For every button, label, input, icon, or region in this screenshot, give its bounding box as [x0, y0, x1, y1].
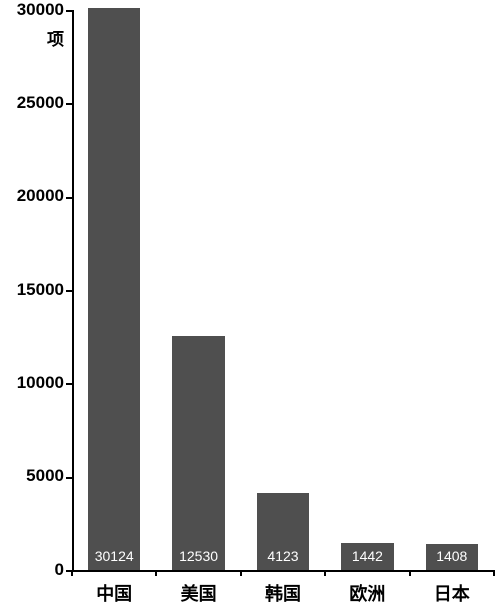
- x-tick: [324, 570, 326, 576]
- x-axis-label: 日本: [410, 580, 494, 606]
- y-tick-label: 25000: [17, 93, 64, 113]
- x-tick: [71, 570, 73, 576]
- x-axis-label: 中国: [72, 580, 156, 606]
- bar: 1442: [341, 543, 393, 570]
- bar: 4123: [257, 493, 309, 570]
- bar-chart: 0 5000 10000 15000 20000 25000 30000 项 30124 中国 12…: [0, 0, 500, 609]
- y-tick-label: 20000: [17, 186, 64, 206]
- y-tick: [66, 10, 72, 12]
- y-tick-label: 0: [55, 560, 64, 580]
- x-tick: [493, 570, 495, 576]
- y-tick-label: 15000: [17, 280, 64, 300]
- y-tick-label: 30000: [17, 0, 64, 20]
- x-axis-label: 韩国: [241, 580, 325, 606]
- bar-value-label: 4123: [257, 548, 309, 564]
- y-tick: [66, 103, 72, 105]
- bar: 30124: [88, 8, 140, 570]
- x-tick: [155, 570, 157, 576]
- x-axis: [72, 570, 494, 572]
- bar-value-label: 1442: [341, 548, 393, 564]
- x-tick: [240, 570, 242, 576]
- x-axis-label: 欧洲: [325, 580, 409, 606]
- y-axis: [72, 10, 74, 570]
- y-tick: [66, 197, 72, 199]
- y-tick: [66, 290, 72, 292]
- y-tick-label: 5000: [26, 466, 64, 486]
- y-tick: [66, 477, 72, 479]
- y-tick: [66, 383, 72, 385]
- x-tick: [409, 570, 411, 576]
- bar: 12530: [172, 336, 224, 570]
- y-tick-label: 10000: [17, 373, 64, 393]
- bar: 1408: [426, 544, 478, 570]
- y-axis-unit: 项: [47, 25, 64, 50]
- bar-value-label: 30124: [88, 548, 140, 564]
- bar-value-label: 12530: [172, 548, 224, 564]
- x-axis-label: 美国: [156, 580, 240, 606]
- bar-value-label: 1408: [426, 548, 478, 564]
